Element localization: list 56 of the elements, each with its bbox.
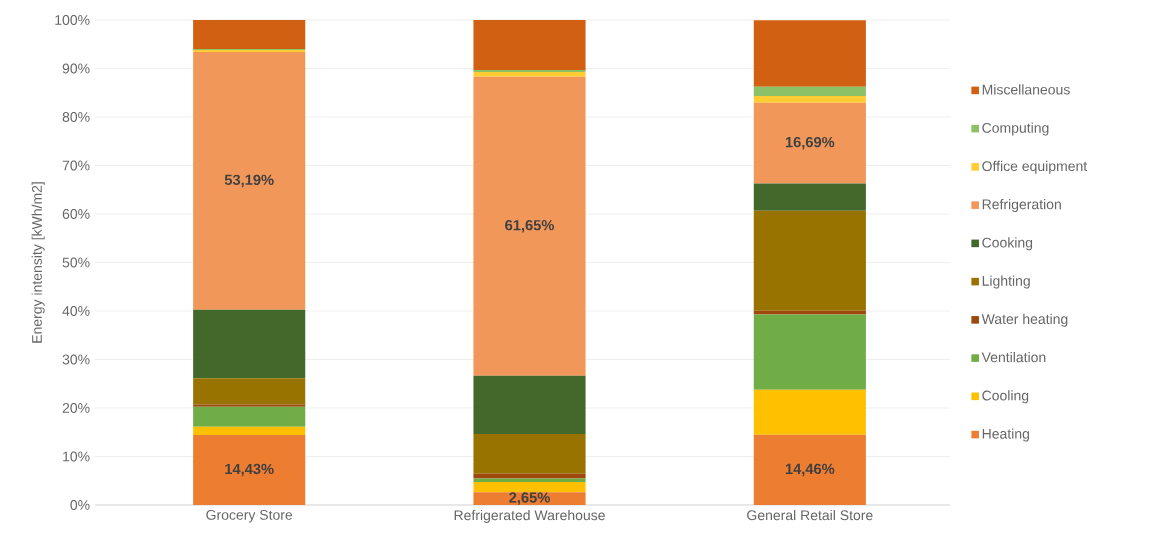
legend-label: Cooking	[982, 237, 1033, 251]
bar	[753, 314, 866, 390]
bar	[193, 404, 306, 407]
bar	[753, 102, 866, 184]
bar	[753, 95, 866, 103]
bar	[193, 378, 306, 405]
data-label: 16,69%	[785, 136, 835, 150]
y-tick-label: 40%	[62, 306, 90, 316]
bar	[473, 375, 586, 434]
y-tick-label: 60%	[62, 209, 90, 219]
legend-label: Computing	[982, 122, 1049, 136]
data-label: 53,19%	[224, 174, 274, 188]
bar	[193, 426, 306, 435]
legend-label: Water heating	[981, 313, 1068, 327]
bar	[753, 210, 866, 311]
legend-label: Cooling	[982, 390, 1029, 404]
data-label: 14,43%	[225, 463, 274, 477]
y-tick-label: 10%	[63, 451, 90, 462]
y-tick-label: 90%	[62, 63, 90, 74]
bar	[753, 310, 866, 315]
data-label: 61,65%	[505, 219, 554, 233]
y-tick-label: 20%	[62, 403, 90, 413]
x-tick-label: General Retail Store	[747, 509, 873, 521]
y-tick-label: 30%	[62, 354, 90, 365]
bar	[473, 71, 586, 77]
x-tick-label: Grocery Store	[206, 509, 293, 523]
y-tick-label: 70%	[62, 160, 90, 171]
bar	[753, 20, 866, 87]
data-label: 14,46%	[785, 463, 835, 477]
y-tick-label: 50%	[62, 257, 90, 268]
bar	[473, 481, 586, 493]
bar	[473, 19, 586, 70]
y-tick-label: 80%	[62, 112, 90, 122]
bar	[193, 435, 306, 505]
y-tick-label: 100%	[55, 15, 90, 25]
bar	[193, 406, 306, 427]
legend-label: Heating	[982, 428, 1029, 442]
legend-label: Ventilation	[981, 351, 1046, 363]
bar	[753, 183, 866, 211]
bar	[193, 51, 306, 310]
bar	[753, 389, 866, 435]
x-tick-label: Refrigerated Warehouse	[454, 509, 605, 523]
legend-label: Office equipment	[982, 160, 1088, 174]
data-label: 2,65%	[509, 492, 550, 505]
bar	[193, 309, 306, 379]
y-tick-label: 0%	[70, 500, 90, 510]
bar	[473, 76, 586, 376]
bar	[473, 473, 586, 479]
y-axis-title: Energy intensity [kWh/m2]	[31, 182, 45, 343]
bar	[753, 434, 866, 505]
legend-label: Miscellaneous	[982, 84, 1070, 95]
bar	[193, 19, 306, 49]
bar	[473, 433, 586, 474]
legend-label: Refrigeration	[982, 199, 1061, 213]
bar	[753, 86, 866, 96]
legend-label: Lighting	[982, 275, 1030, 289]
